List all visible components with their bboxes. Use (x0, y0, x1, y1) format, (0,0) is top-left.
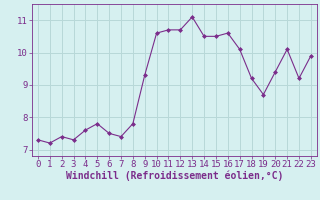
X-axis label: Windchill (Refroidissement éolien,°C): Windchill (Refroidissement éolien,°C) (66, 171, 283, 181)
